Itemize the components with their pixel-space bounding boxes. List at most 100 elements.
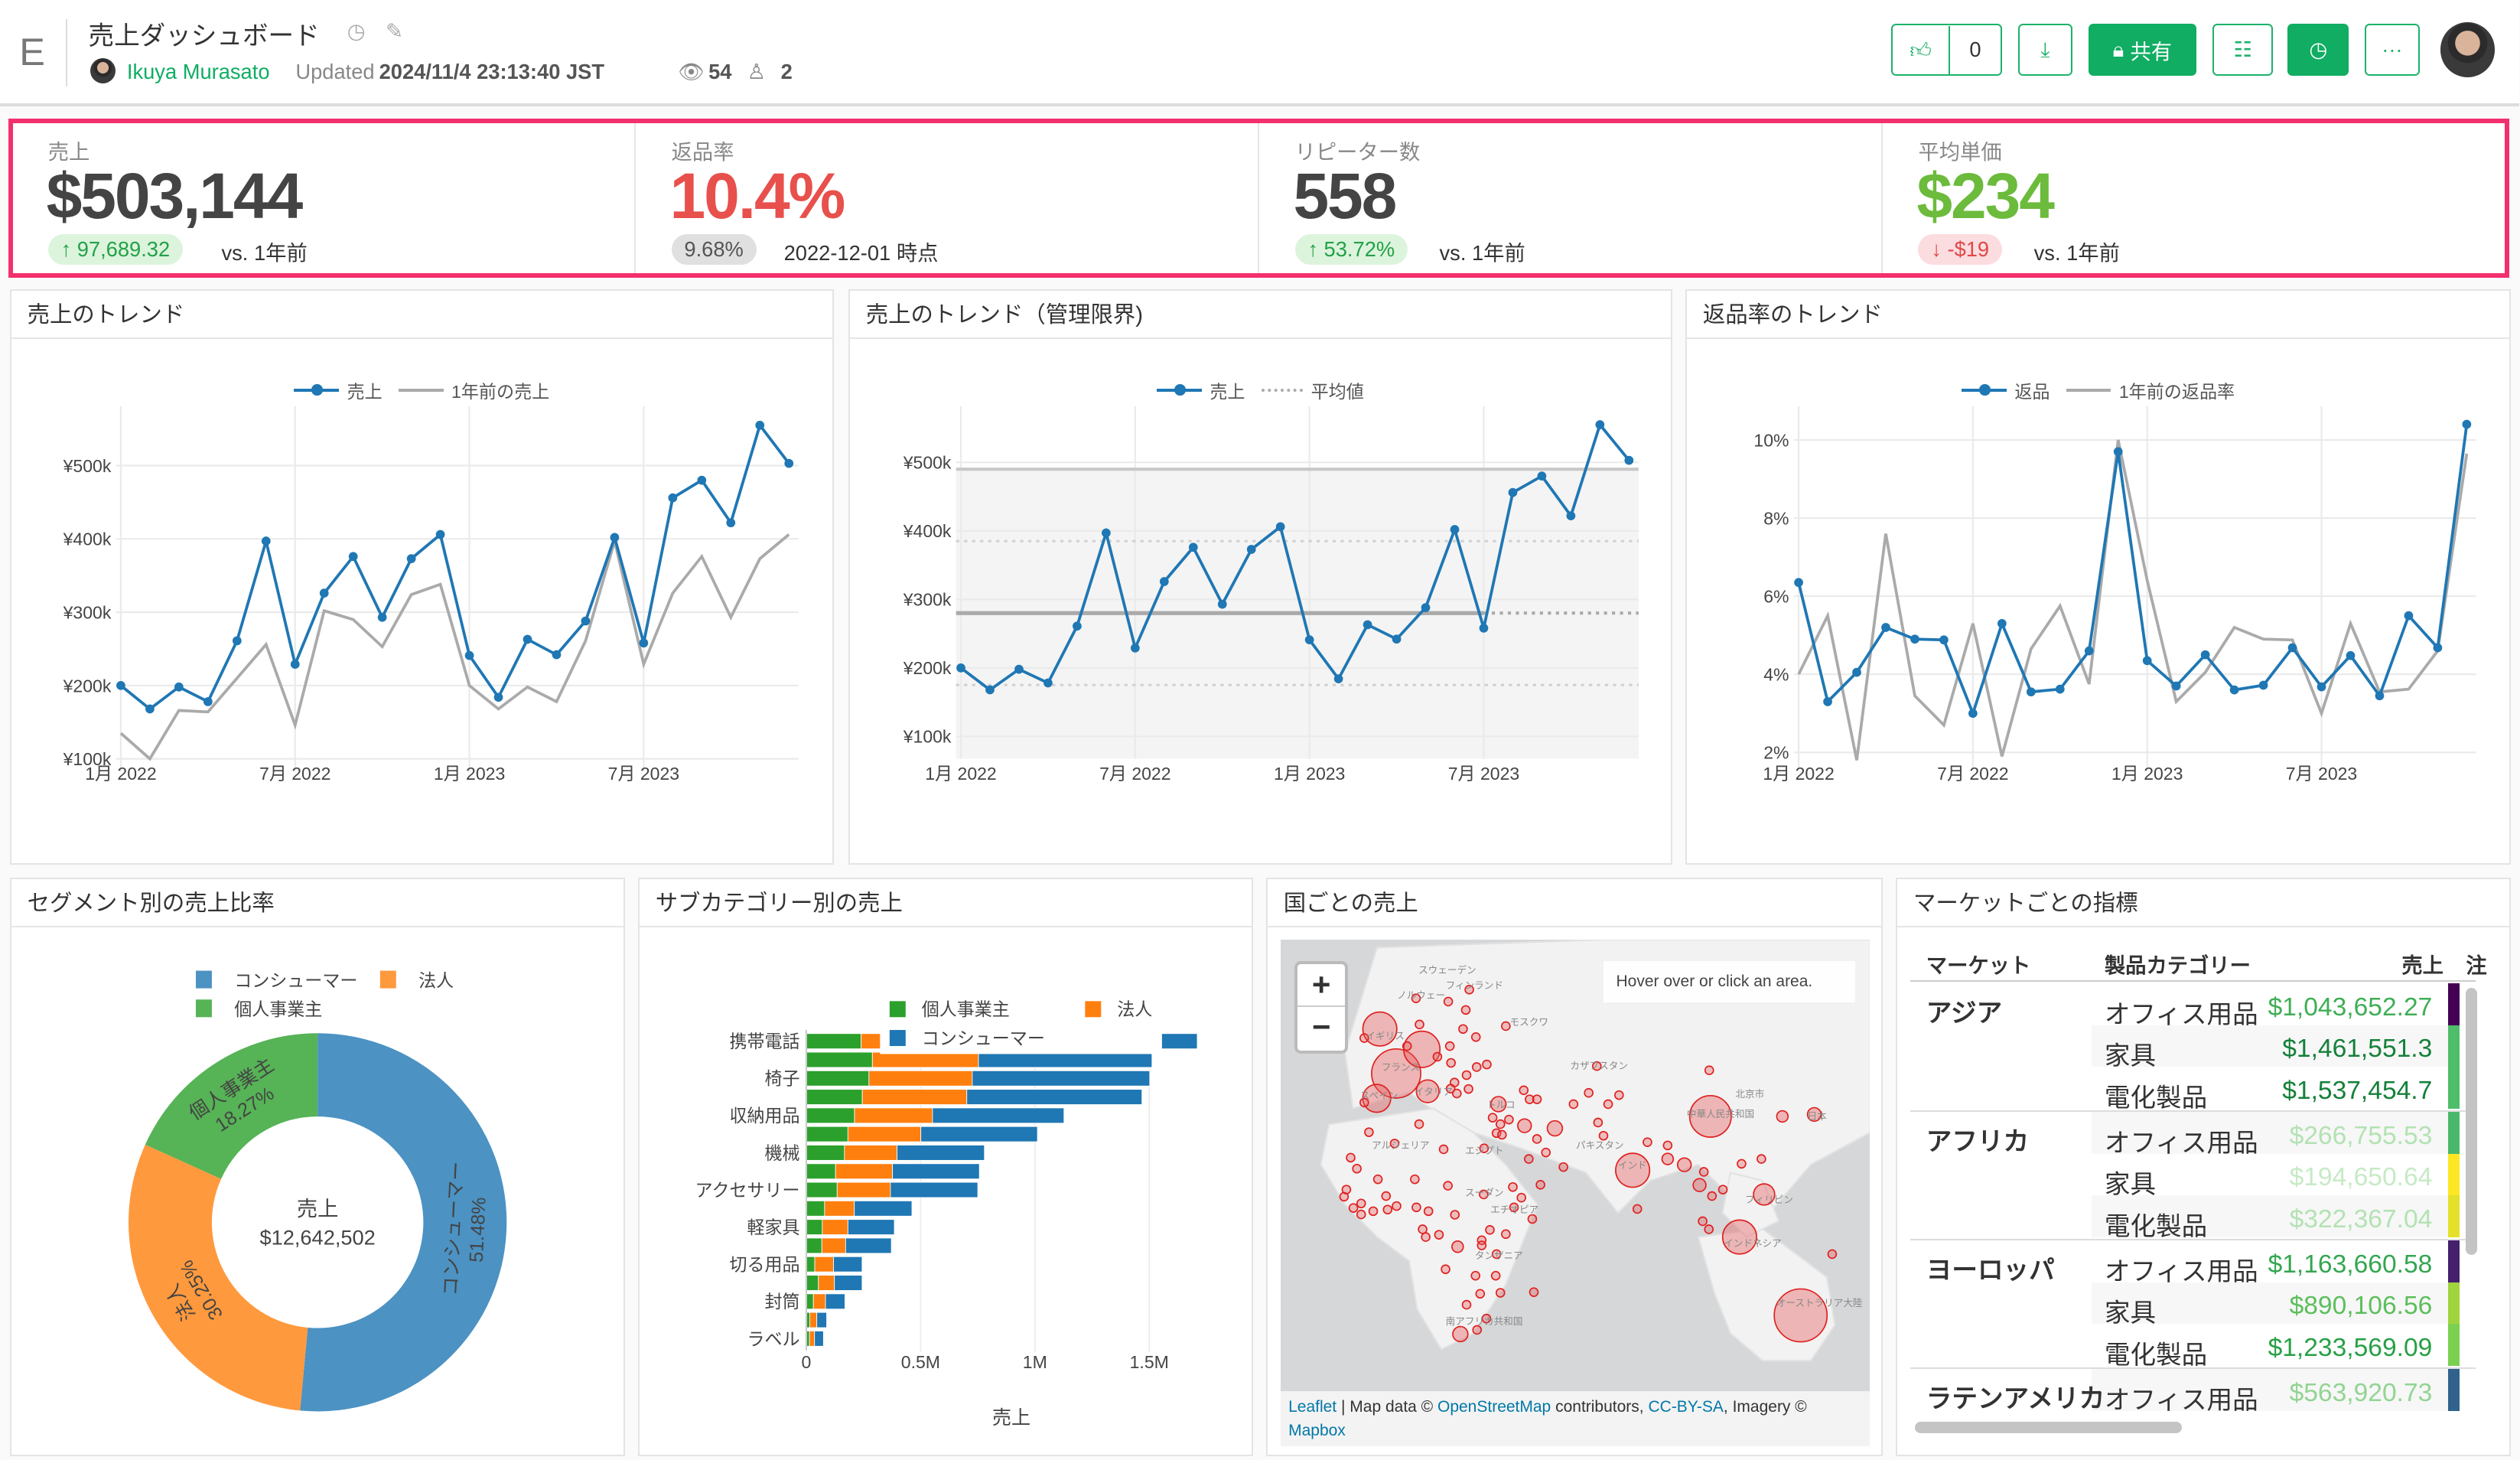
donut-slice-1 xyxy=(128,1144,308,1410)
table-row[interactable]: 家具 $890,106.56 xyxy=(1910,1282,2476,1328)
data-point xyxy=(1101,528,1111,538)
land-area xyxy=(1319,1107,1538,1351)
mapbox-link[interactable]: Mapbox xyxy=(1288,1422,1346,1440)
history-icon[interactable]: ◷ xyxy=(347,19,366,44)
donut-slice-2 xyxy=(145,1032,317,1179)
y-tick-label: ¥200k xyxy=(62,676,111,696)
table-row[interactable]: 電化製品 $1,537,454.7 xyxy=(1910,1067,2476,1113)
kpi-card[interactable]: 平均単価 $234 ↓ -$19 vs. 1年前 xyxy=(1883,123,2505,273)
legend-label: コンシューマー xyxy=(234,970,357,990)
legend-swatch xyxy=(1261,389,1304,393)
legend-item[interactable]: 平均値 xyxy=(1261,377,1364,403)
map-place-label: フィンランド xyxy=(1445,979,1503,991)
color-indicator xyxy=(2448,1067,2460,1109)
kpi-delta-badge: ↑ 97,689.32 xyxy=(47,234,183,266)
kpi-card[interactable]: 返品率 10.4% 9.68% 2022-12-01 時点 xyxy=(636,123,1260,274)
leaflet-link[interactable]: Leaflet xyxy=(1288,1397,1337,1416)
license-link[interactable]: CC-BY-SA xyxy=(1648,1397,1724,1416)
schedule-button[interactable]: ◷ xyxy=(2287,24,2349,76)
download-button[interactable]: ⤓ xyxy=(2017,24,2072,76)
country-sales-bubble xyxy=(1450,1210,1460,1220)
country-sales-bubble xyxy=(1434,1230,1444,1240)
data-point xyxy=(697,475,706,485)
table-body: アジア オフィス用品 $1,043,652.27 家具 $1,461,551.3 電化製品… xyxy=(1910,983,2476,1420)
data-point xyxy=(406,554,416,563)
country-sales-bubble xyxy=(1698,1167,1709,1178)
map-place-label: スペイン xyxy=(1359,1090,1398,1102)
table-row[interactable]: アフリカ オフィス用品 $266,755.53 xyxy=(1910,1110,2476,1158)
data-point xyxy=(1508,487,1518,497)
table-row[interactable]: 電化製品 $1,233,569.09 xyxy=(1910,1324,2476,1370)
table-row[interactable]: ヨーロッパ オフィス用品 $1,163,660.58 xyxy=(1910,1239,2476,1286)
map-place-label: パキスタン xyxy=(1575,1139,1624,1151)
country-sales-bubble xyxy=(1409,1175,1420,1185)
more-button[interactable]: ··· xyxy=(2365,24,2420,76)
filter-settings-button[interactable]: ☷ xyxy=(2212,24,2274,76)
category-cell: 電化製品 xyxy=(2104,1341,2208,1370)
market-cell: アフリカ xyxy=(1926,1127,2030,1156)
country-sales-bubble xyxy=(1532,1094,1542,1105)
world-map[interactable]: + − Hover over or click an area. スウェーデンフ… xyxy=(1280,940,1870,1392)
table-row[interactable]: 電化製品 $322,367.04 xyxy=(1910,1195,2476,1241)
legend-item[interactable]: 返品 xyxy=(1962,377,2050,403)
data-point xyxy=(1794,578,1803,588)
data-point xyxy=(523,634,532,644)
vertical-scrollbar[interactable] xyxy=(2466,988,2478,1255)
legend-item[interactable]: 売上 xyxy=(294,377,383,403)
bar-segment xyxy=(871,1051,979,1067)
column-header-sales[interactable]: 売上 xyxy=(2401,953,2443,977)
legend-item[interactable]: 1年前の売上 xyxy=(398,377,549,403)
table-row[interactable]: アジア オフィス用品 $1,043,652.27 xyxy=(1910,983,2476,1029)
country-sales-bubble xyxy=(1523,1154,1534,1165)
map-place-label: トルコ xyxy=(1486,1099,1516,1110)
data-point xyxy=(1537,471,1547,481)
map-canvas[interactable] xyxy=(1281,940,1870,1391)
country-sales-bubble xyxy=(1591,1061,1602,1071)
share-button[interactable]: 🔒︎ 共有 xyxy=(2088,24,2196,76)
x-tick-label: 7月 2022 xyxy=(1937,764,2008,784)
legend-swatch xyxy=(398,389,444,393)
author-link[interactable]: Ikuya Murasato xyxy=(126,59,270,83)
thumbs-up-icon: 👍︎ xyxy=(1893,25,1951,74)
category-cell: オフィス用品 xyxy=(2104,1386,2258,1415)
country-sales-bubble xyxy=(1475,1289,1485,1299)
osm-link[interactable]: OpenStreetMap xyxy=(1437,1397,1551,1416)
data-point xyxy=(2375,691,2385,701)
data-point xyxy=(348,552,358,562)
country-sales-bubble xyxy=(1776,1110,1789,1123)
table-row[interactable]: ラテンアメリカ オフィス用品 $563,920.73 xyxy=(1910,1367,2476,1415)
horizontal-scrollbar[interactable] xyxy=(1915,1422,2182,1434)
legend-item[interactable]: 1年前の返品率 xyxy=(2066,377,2235,403)
country-sales-bubble xyxy=(1532,1134,1542,1145)
map-place-label: ノルウェー xyxy=(1397,989,1446,1001)
chart-legend: 売上 平均値 xyxy=(850,377,1671,403)
sales-cell: $322,367.04 xyxy=(2289,1204,2433,1234)
user-avatar[interactable] xyxy=(2440,22,2496,77)
country-sales-bubble xyxy=(1460,1005,1470,1015)
country-sales-bubble xyxy=(1438,1145,1448,1155)
data-point xyxy=(1275,522,1285,532)
bar-segment xyxy=(818,1274,835,1291)
zoom-out-button[interactable]: − xyxy=(1311,1009,1331,1045)
kpi-card[interactable]: リピーター数 558 ↑ 53.72% vs. 1年前 xyxy=(1259,123,1883,274)
data-point xyxy=(1852,667,1861,677)
edit-icon[interactable]: ✎ xyxy=(385,19,403,44)
legend-swatch xyxy=(1157,383,1202,396)
country-sales-bubble xyxy=(1491,1128,1502,1139)
table-row[interactable]: 家具 $194,650.64 xyxy=(1910,1153,2476,1199)
kpi-card[interactable]: 売上 $503,144 ↑ 97,689.32 vs. 1年前 xyxy=(13,123,637,274)
country-sales-bubble xyxy=(1507,1182,1518,1192)
zoom-in-button[interactable]: + xyxy=(1297,964,1345,1008)
data-point xyxy=(116,680,125,690)
column-header-category[interactable]: 製品カテゴリー xyxy=(2104,953,2251,977)
legend-item[interactable]: 売上 xyxy=(1157,377,1245,403)
country-sales-bubble xyxy=(1704,1065,1714,1076)
table-row[interactable]: 家具 $1,461,551.3 xyxy=(1910,1025,2476,1071)
category-cell: オフィス用品 xyxy=(2104,1129,2258,1158)
column-header-market[interactable]: マーケット xyxy=(1926,953,2031,977)
like-button[interactable]: 👍︎ 0 xyxy=(1890,24,2002,76)
app-logo[interactable]: E xyxy=(19,29,45,73)
map-place-label: フランス xyxy=(1381,1062,1420,1074)
bar-segment xyxy=(806,1218,822,1235)
column-header-note[interactable]: 注 xyxy=(2466,953,2487,977)
